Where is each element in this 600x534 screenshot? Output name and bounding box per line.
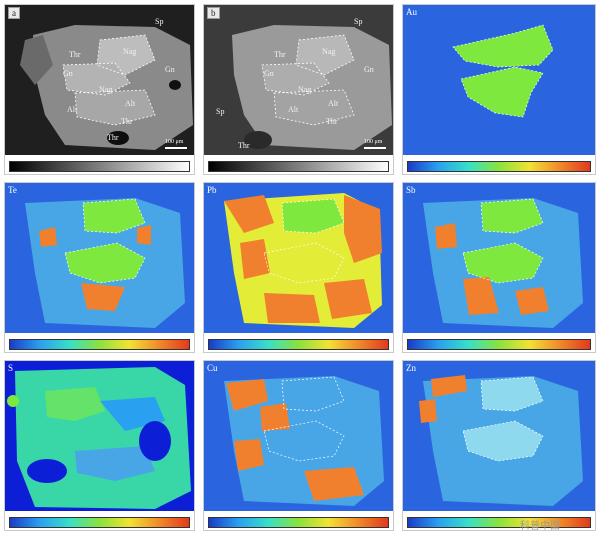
watermark: 科普中国 — [520, 521, 560, 532]
au-map — [403, 5, 595, 155]
label-thr-lower: Thr — [121, 117, 133, 126]
colorbar-ticks — [208, 527, 389, 530]
colorbar-ticks — [9, 171, 190, 174]
colorbar — [9, 161, 190, 172]
panel-tag: S — [8, 363, 14, 373]
label-thr: Thr — [69, 50, 81, 59]
colorbar — [208, 339, 389, 350]
colorbar — [407, 339, 591, 350]
label-thr: Thr — [274, 50, 286, 59]
label-thr-bottom: Thr — [107, 133, 119, 142]
s-map — [5, 361, 194, 511]
colorbar — [407, 517, 591, 528]
label-nag: Nag — [123, 47, 137, 56]
panel-tag: Zn — [406, 363, 416, 373]
colorbar-ticks — [9, 527, 190, 530]
panel-pb-map: Pb — [203, 182, 394, 353]
panel-s-map: S — [4, 360, 195, 531]
panel-sb-map: Sb — [402, 182, 596, 353]
scale-bar — [165, 147, 187, 149]
label-alt: Alt — [288, 105, 299, 114]
sb-map — [403, 183, 595, 333]
label-alt-right: Alt — [125, 99, 136, 108]
panel-tag: Sb — [406, 185, 416, 195]
zn-map — [403, 361, 595, 511]
label-sp: Sp — [155, 17, 164, 26]
panel-te-map: Te — [4, 182, 195, 353]
panel-tag: Te — [8, 185, 17, 195]
label-gn-right: Gn — [364, 65, 374, 74]
bse-image-b — [204, 5, 393, 155]
panel-tag: Pb — [207, 185, 217, 195]
panel-cu-map: Cu — [203, 360, 394, 531]
label-nag-lower: Nag — [99, 85, 113, 94]
colorbar — [208, 161, 389, 172]
panel-tag: a — [8, 7, 20, 19]
colorbar-ticks — [208, 349, 389, 352]
label-gn-right: Gn — [165, 65, 175, 74]
colorbar — [407, 161, 591, 172]
label-gn: Gn — [63, 69, 73, 78]
scale-bar — [364, 147, 386, 149]
panel-tag: Cu — [207, 363, 218, 373]
colorbar-ticks — [407, 527, 591, 530]
colorbar — [9, 339, 190, 350]
label-alt-right: Alt — [328, 99, 339, 108]
scale-text: 100 μm — [364, 139, 383, 145]
label-gn: Gn — [264, 69, 274, 78]
label-sp-left: Sp — [216, 107, 225, 116]
panel-tag: b — [207, 7, 220, 19]
panel-zn-map: Zn — [402, 360, 596, 531]
colorbar-ticks — [9, 349, 190, 352]
label-nag: Nag — [322, 47, 336, 56]
label-sp: Sp — [354, 17, 363, 26]
colorbar-ticks — [208, 171, 389, 174]
panel-au-map: Au — [402, 4, 596, 175]
bse-image-a — [5, 5, 194, 155]
colorbar — [208, 517, 389, 528]
panel-b-bse-image: b Sp Nag Thr Gn Gn Nag Alt Alt Thr Sp Th… — [203, 4, 394, 175]
te-map — [5, 183, 194, 333]
label-thr-left: Thr — [238, 141, 250, 150]
cu-map — [204, 361, 393, 511]
colorbar-ticks — [407, 349, 591, 352]
label-nag-lower: Nag — [298, 85, 312, 94]
label-alt: Alt — [67, 105, 78, 114]
panel-tag: Au — [406, 7, 417, 17]
label-thr-lower: Thr — [326, 117, 338, 126]
colorbar-ticks — [407, 171, 591, 174]
pb-map — [204, 183, 393, 333]
scale-text: 100 μm — [165, 139, 184, 145]
panel-a-bse-image: a Sp Nag Thr Gn Gn Nag Alt Alt Thr Thr 1… — [4, 4, 195, 175]
colorbar — [9, 517, 190, 528]
